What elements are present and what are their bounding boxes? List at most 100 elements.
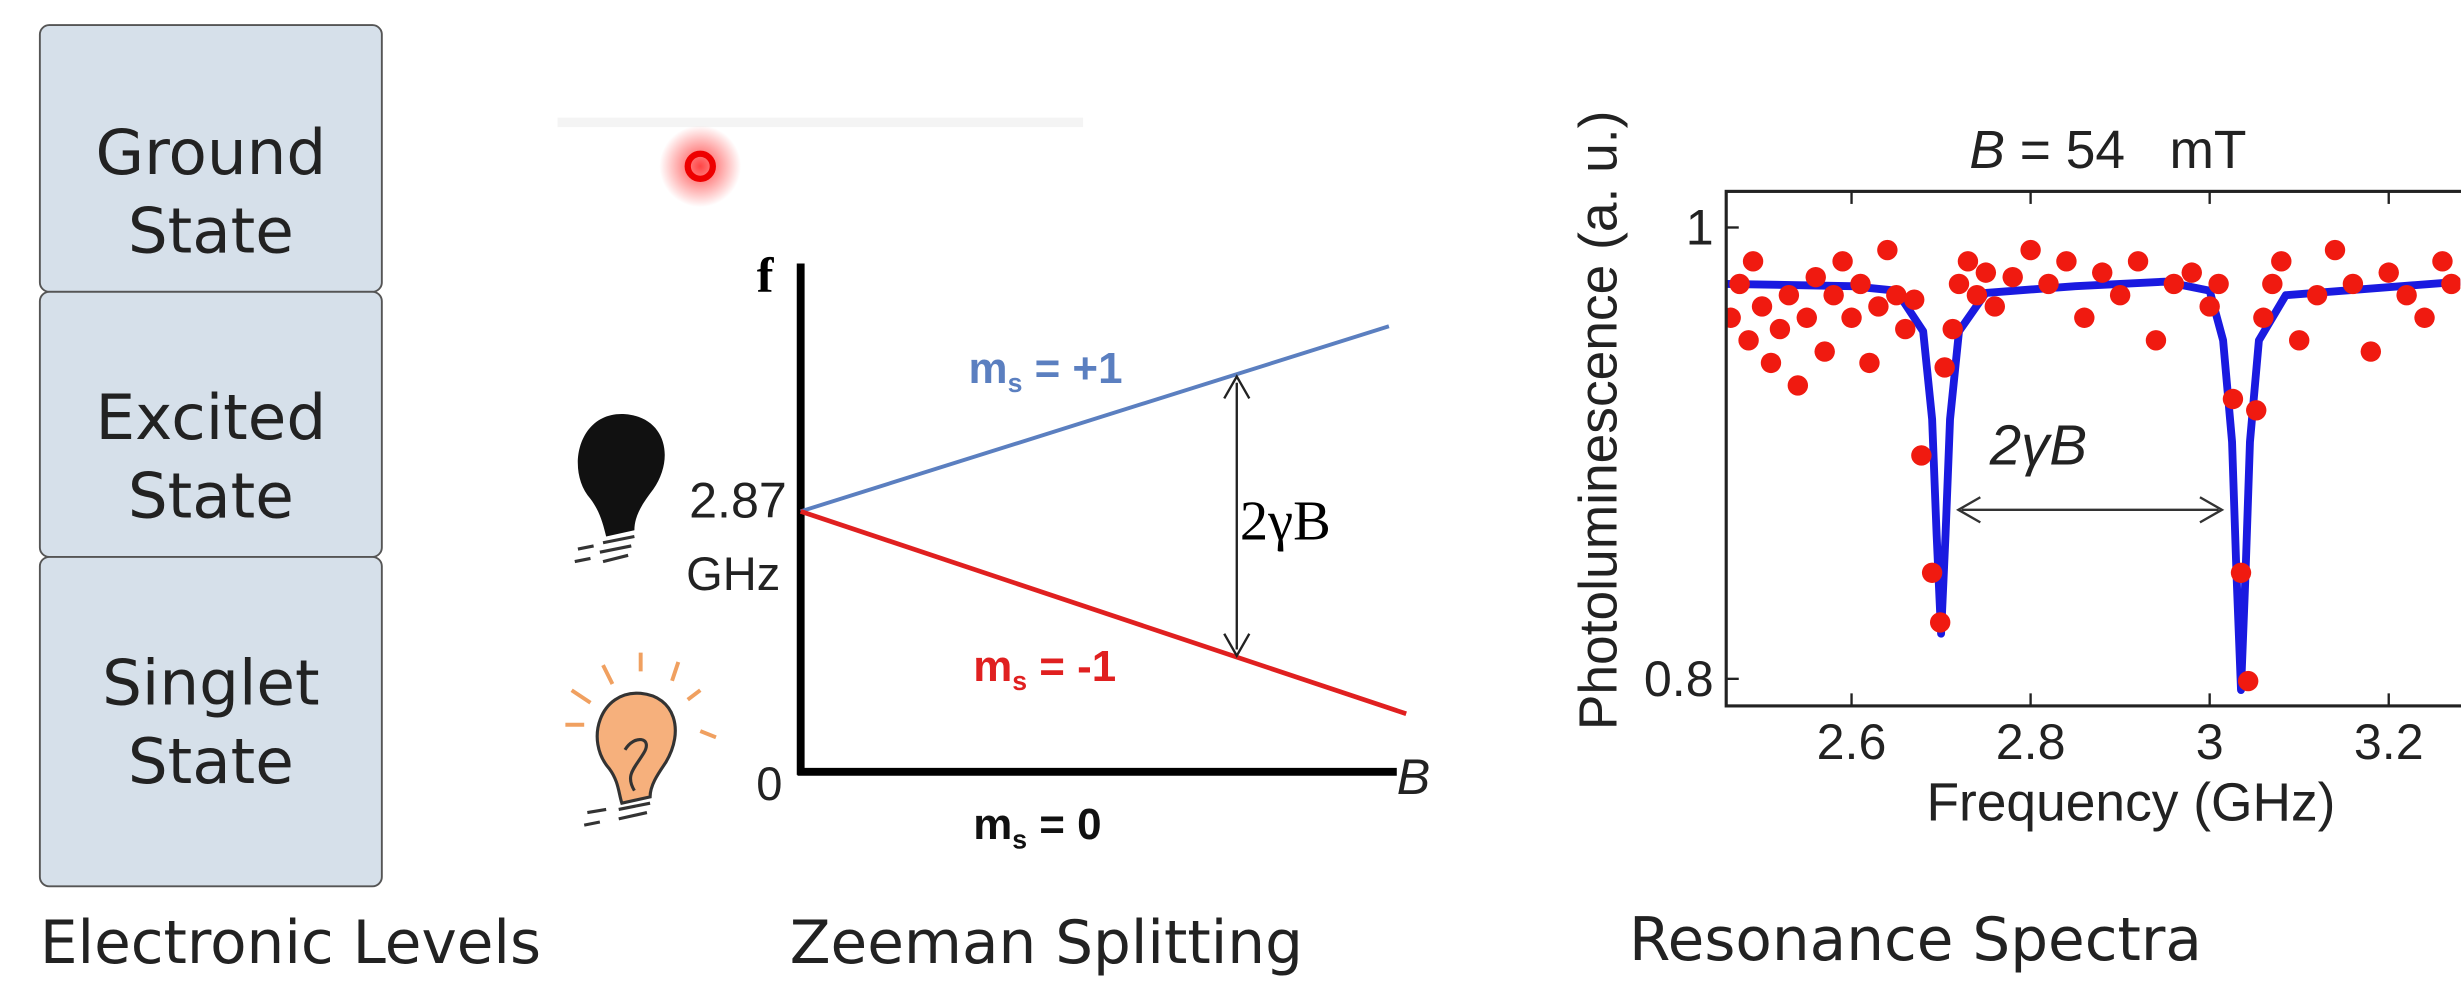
arrow-head	[1956, 496, 2225, 524]
dark-bulb	[574, 414, 665, 564]
data-point	[1726, 307, 1741, 328]
data-point	[2378, 262, 2399, 283]
zeeman-diagram: f 2.87 GHz 0 B ms = +1 ms = -1 ms = 0 2γ…	[557, 117, 1430, 855]
x-tick-label: 2.6	[1817, 714, 1887, 770]
m-symbol: m	[973, 800, 1012, 849]
lower-level-line	[799, 509, 1407, 716]
data-point	[2246, 400, 2267, 421]
level-label: Singlet	[102, 646, 319, 719]
data-point	[2324, 239, 2346, 261]
title-value: = 54 mT	[2005, 121, 2247, 180]
data-point	[2237, 670, 2259, 692]
data-point	[2360, 341, 2382, 362]
data-point	[2230, 562, 2252, 583]
plot-area	[1726, 239, 2461, 695]
data-point	[2074, 307, 2095, 328]
data-point	[2441, 273, 2461, 295]
data-point	[1975, 262, 1997, 283]
data-point	[1877, 239, 1898, 261]
arrow-head	[1223, 374, 1251, 659]
data-point	[1841, 307, 1862, 328]
data-point	[2262, 273, 2283, 295]
level-label: ms = -1	[973, 642, 1116, 696]
data-point	[1751, 296, 1773, 317]
title-symbol: B	[1969, 121, 2005, 180]
y-tick-label: 0.8	[1644, 651, 1714, 707]
data-point	[2342, 273, 2364, 295]
level-label: ms = +1	[969, 344, 1123, 398]
data-point	[1814, 341, 1835, 362]
levels-panel: Ground State Excited State Singlet State	[38, 24, 383, 888]
subscript: s	[1012, 666, 1027, 696]
data-point	[1742, 251, 1764, 272]
data-point	[1904, 289, 1925, 310]
chart-title: B = 54 mT	[1969, 121, 2246, 180]
x-tick-label: 2.8	[1996, 714, 2066, 770]
data-point	[2163, 273, 2185, 295]
data-point	[2020, 239, 2041, 261]
m-symbol: m	[969, 344, 1008, 393]
data-point	[1966, 284, 1988, 306]
x-tick-label: 3	[2196, 714, 2224, 770]
level-label: ms = 0	[973, 800, 1101, 854]
fit-line	[1726, 277, 2461, 695]
data-point	[2199, 296, 2220, 317]
level-value: = +1	[1022, 344, 1122, 393]
data-point	[1984, 296, 2005, 317]
data-point	[1805, 266, 1826, 288]
data-point	[1729, 273, 1750, 295]
data-point	[2038, 273, 2059, 295]
upper-level-line	[800, 324, 1390, 514]
data-point	[2222, 388, 2244, 410]
axis-value: 2.87	[689, 473, 787, 529]
data-point	[2271, 251, 2292, 272]
level-label: Ground	[95, 116, 326, 189]
level-label: State	[128, 725, 294, 798]
y-axis-label: Photoluminescence (a. u.)	[1569, 111, 1628, 731]
data-point	[1934, 357, 1955, 378]
level-value: = -1	[1027, 642, 1116, 691]
axis-label: B	[1397, 749, 1430, 805]
data-point	[1868, 296, 1889, 317]
subscript: s	[1012, 825, 1027, 855]
caption: Electronic Levels	[40, 909, 541, 978]
data-point	[1769, 318, 1791, 340]
y-tick-label: 1	[1686, 200, 1714, 256]
level-value: = 0	[1027, 800, 1101, 849]
level-label: State	[128, 460, 294, 533]
axis-unit: GHz	[686, 547, 780, 600]
data-point	[2306, 284, 2328, 306]
caption: Resonance Spectra	[1629, 906, 2202, 975]
data-point	[2414, 307, 2435, 328]
data-point	[1911, 445, 1932, 466]
data-point	[2181, 262, 2202, 283]
data-point	[2208, 273, 2229, 295]
data-point	[2289, 330, 2310, 351]
data-point	[2145, 330, 2167, 351]
data-point	[2056, 251, 2077, 272]
axis-label: f	[757, 247, 775, 303]
level-box	[38, 555, 383, 888]
data-point	[1948, 273, 1970, 295]
caption: Zeeman Splitting	[790, 909, 1303, 978]
x-axis-label: Frequency (GHz)	[1926, 773, 2335, 832]
data-point	[1957, 251, 1979, 272]
data-point	[2092, 262, 2113, 283]
split-label: 2γB	[1240, 491, 1331, 553]
data-point	[1895, 318, 1916, 340]
data-point	[1859, 352, 1880, 374]
data-point	[1886, 284, 1907, 306]
subscript: s	[1008, 368, 1023, 398]
m-symbol: m	[973, 642, 1012, 691]
data-point	[2432, 251, 2453, 272]
data-point	[1778, 284, 1800, 306]
laser-dot	[684, 150, 716, 182]
spectrum-chart: B = 54 mT Photoluminescence (a. u.) Freq…	[1569, 111, 2461, 832]
data-point	[1787, 375, 1809, 396]
data-point	[1738, 330, 1759, 351]
data-point	[1760, 352, 1782, 374]
data-point	[2396, 284, 2417, 306]
laser-glow	[659, 125, 742, 208]
data-point	[1796, 307, 1817, 328]
